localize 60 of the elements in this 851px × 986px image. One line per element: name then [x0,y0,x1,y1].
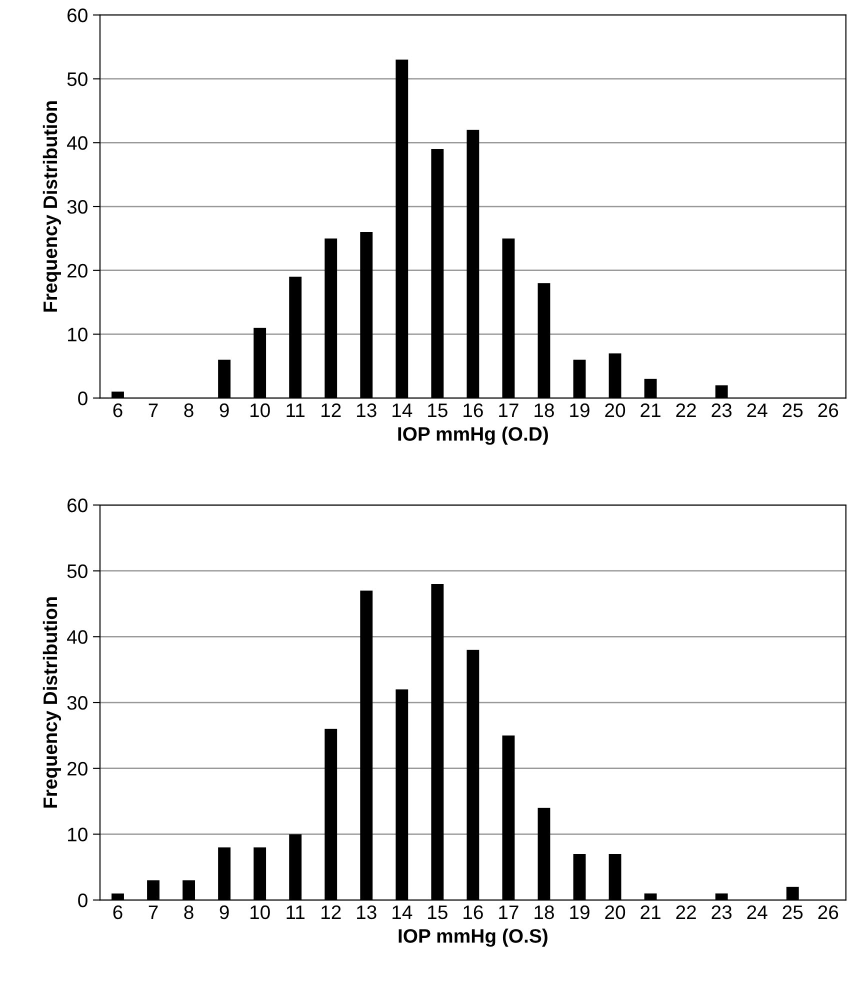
x-tick-label: 11 [286,906,304,919]
x-tick-label: 8 [184,403,194,418]
x-tick-label: 10 [250,403,270,418]
x-tick-label: 14 [392,404,412,417]
x-tick-label: 25 [782,403,803,418]
y-tick-label: 50 [67,72,88,86]
x-tick-label: 17 [499,906,518,919]
x-tick-label: 20 [605,403,626,418]
x-tick-label: 22 [676,905,696,919]
x-tick-label: 17 [499,404,518,417]
y-tick-label: 20 [68,762,88,776]
y-tick-label: 30 [67,696,88,710]
y-tick-label: 40 [67,630,88,644]
x-tick-label: 21 [640,905,660,919]
x-tick-label: 18 [534,905,554,920]
y-tick-label: 60 [68,8,88,22]
y-tick-label: 10 [68,828,88,842]
x-tick-label: 10 [250,905,270,920]
x-tick-label: 24 [747,905,768,919]
x-tick-label: 15 [428,906,448,920]
x-tick-label: 9 [220,905,229,920]
x-tick-label: 12 [322,403,341,417]
x-tick-label: 16 [464,403,483,418]
x-tick-label: 16 [464,905,483,920]
x-tick-label: 20 [605,905,626,920]
x-tick-label: 8 [184,905,194,920]
x-tick-label: 6 [113,403,122,418]
y-axis-title: Frequency Distribution [42,101,62,312]
x-tick-label: 24 [747,403,768,417]
x-tick-label: 26 [818,905,838,920]
x-tick-label: 11 [286,404,304,417]
y-tick-label: 10 [68,328,88,342]
x-tick-label: 14 [392,906,412,919]
x-tick-label: 15 [428,404,448,418]
x-tick-label: 7 [148,906,158,919]
x-tick-label: 18 [534,403,554,418]
x-tick-label: 13 [357,905,376,920]
x-tick-label: 26 [818,403,838,418]
y-axis-title: Frequency Distribution [42,597,62,808]
x-tick-label: 12 [322,905,341,919]
x-axis-title: IOP mmHg (O.S) [398,928,548,947]
x-tick-label: 23 [712,905,732,920]
x-tick-label: 6 [113,905,122,920]
y-tick-label: 50 [67,564,88,578]
x-axis-title: IOP mmHg (O.D) [398,426,548,445]
x-tick-label: 7 [148,404,158,417]
x-tick-label: 22 [676,403,696,417]
y-tick-label: 30 [67,200,88,214]
x-tick-label: 19 [570,403,590,418]
x-tick-label: 13 [357,403,376,418]
x-tick-label: 23 [712,403,732,418]
x-tick-label: 25 [782,905,803,920]
y-tick-label: 60 [68,498,88,512]
y-tick-label: 0 [78,392,88,406]
x-tick-label: 19 [570,905,590,920]
x-tick-label: 21 [640,403,660,417]
y-tick-label: 0 [78,893,88,908]
y-tick-label: 40 [67,136,88,150]
x-tick-label: 9 [220,403,229,418]
y-tick-label: 20 [68,264,88,278]
